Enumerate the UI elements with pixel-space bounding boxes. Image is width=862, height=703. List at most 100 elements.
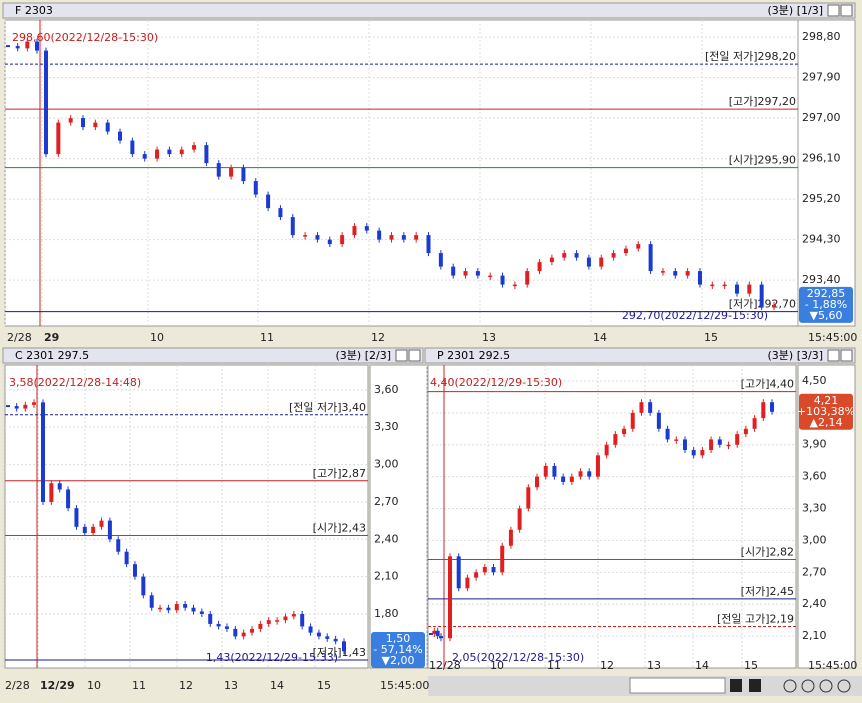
candle [508,529,513,546]
badge-text: ▲2,14 [810,416,843,429]
candle [25,41,30,49]
candle [224,626,229,629]
y-tick-label: 297,00 [802,111,841,124]
badge-text: 292,85 [807,287,846,300]
candle [734,284,739,294]
candle [613,434,618,445]
y-tick-label: 2,40 [374,532,399,545]
y-tick-label: 2,40 [802,597,827,610]
x-tick-label: 12 [600,659,614,672]
candle [82,526,87,534]
panel-close[interactable] [827,349,840,362]
candle [340,235,345,245]
candle [308,626,313,633]
candle [14,406,19,409]
candle [278,208,283,218]
candle [561,476,566,482]
y-tick-label: 2,10 [802,629,827,642]
zoom-in[interactable] [783,679,797,693]
candle [595,455,600,477]
play-button[interactable] [730,679,742,692]
candle [772,304,776,308]
candle [233,628,238,637]
reference-label: [전일 고가]2,19 [717,612,794,626]
x-tick-label: 11 [132,679,146,692]
x-tick-label: 11 [547,659,561,672]
high-annotation: 4,40(2022/12/29-15:30) [430,376,562,389]
candle [377,230,382,240]
x-tick-label: 12/29 [40,679,75,692]
candle [432,630,437,634]
reference-label: [전일 저가]3,40 [289,400,366,414]
y-tick-label: 2,10 [374,570,399,583]
candle [401,235,406,240]
candle [303,235,308,237]
y-tick-label: 3,60 [374,383,399,396]
candle [291,613,296,617]
candle [622,428,627,435]
badge-text: - 57,14% [373,643,422,656]
candle [517,508,522,530]
candle [44,50,48,155]
candle [674,439,679,441]
candle [283,616,288,621]
panel-max[interactable] [840,4,853,17]
scroll-thumb[interactable] [629,677,726,694]
candle [166,607,171,611]
candle [389,235,394,240]
x-tick-label: 29 [44,331,59,344]
last-price-badge [371,632,425,668]
candle [735,434,740,445]
panel-interval: (3분) [1/3] [768,4,823,17]
candle [192,145,197,150]
y-tick-label: 3,30 [374,420,399,433]
candle [191,607,196,612]
panel-interval: (3분) [3/3] [768,349,823,362]
candle [682,439,687,451]
badge-text: ▼5,60 [810,309,843,322]
panel-title: P 2301 292.5 [437,349,510,362]
candle [315,235,320,240]
candle [352,226,357,236]
candle [656,412,661,429]
zoom-out[interactable] [801,679,815,693]
candle [216,623,221,627]
candle [578,471,583,477]
candle [208,613,213,624]
candle [759,284,764,308]
candle [364,226,369,231]
panel-close[interactable] [395,349,408,362]
x-tick-label: 15:45:00 [380,679,429,692]
candle [691,450,696,456]
candle [639,402,644,413]
candle [32,402,36,405]
zoom-reset[interactable] [819,679,833,693]
x-tick-label: 12/28 [429,659,461,672]
y-tick-label: 3,00 [802,533,827,546]
candle [448,556,452,639]
y-tick-label: 293,40 [802,273,841,286]
reference-label: [고가]4,40 [741,378,794,391]
candle [155,149,160,159]
settings[interactable] [837,679,851,693]
panel-title: C 2301 297.5 [15,349,89,362]
candle [57,483,62,490]
x-tick-label: 15 [744,659,758,672]
candle [747,284,752,294]
candle [290,217,295,236]
candle [611,253,616,258]
candle [41,402,45,502]
candle [116,539,121,552]
candle [124,551,129,565]
reference-label: [저가]1,43 [313,646,366,659]
panel-max[interactable] [840,349,853,362]
candle [537,262,542,272]
candle [722,284,727,287]
stop-button[interactable] [749,679,761,692]
candle [673,271,678,276]
candle [474,572,479,578]
panel-close[interactable] [827,4,840,17]
high-annotation: 298,60(2022/12/28-15:30) [12,31,158,44]
panel-max[interactable] [408,349,421,362]
